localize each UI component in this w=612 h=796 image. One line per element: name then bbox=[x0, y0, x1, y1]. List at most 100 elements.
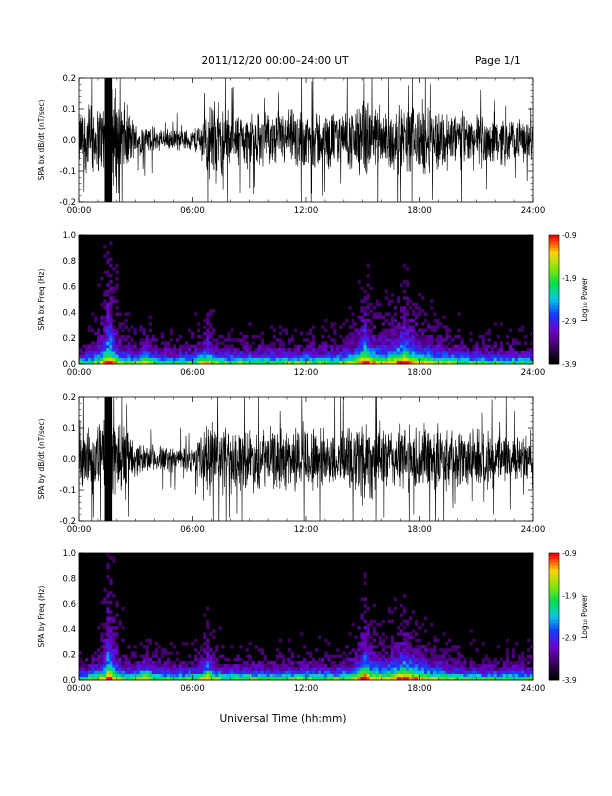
spectrogram-cell bbox=[103, 597, 107, 601]
colorbar-swatch bbox=[549, 597, 559, 602]
spectrogram-cell bbox=[287, 648, 292, 652]
spectrogram-cell bbox=[287, 338, 292, 342]
spectrogram-cell bbox=[363, 289, 367, 294]
spectrogram-cell bbox=[224, 351, 228, 355]
spectrogram-cell bbox=[481, 334, 485, 339]
spectrogram-cell bbox=[112, 635, 116, 640]
spectrogram-cell bbox=[378, 302, 382, 307]
spectrogram-cell bbox=[487, 331, 491, 336]
spectrogram-cell bbox=[369, 341, 373, 345]
spectrogram-cell bbox=[396, 641, 401, 646]
spectrogram-cell bbox=[378, 338, 382, 342]
spectrogram-cell bbox=[375, 315, 379, 320]
spectrogram-cell bbox=[115, 334, 119, 339]
spectrogram-cell bbox=[148, 673, 152, 678]
spectrogram-cell bbox=[345, 318, 349, 323]
spectrogram-cell bbox=[224, 347, 228, 352]
spectrogram-cell bbox=[290, 676, 295, 681]
spectrogram-cell bbox=[100, 635, 104, 640]
spectrogram-cell bbox=[94, 664, 98, 668]
spectrogram-cell bbox=[293, 660, 298, 665]
spectrogram-cell bbox=[405, 673, 410, 678]
spectrogram-cell bbox=[109, 280, 113, 284]
spectrogram-cell bbox=[324, 318, 328, 323]
spectrogram-cell bbox=[209, 654, 213, 659]
spectrogram-cell bbox=[454, 645, 458, 649]
spectrogram-cell bbox=[287, 357, 292, 362]
spectrogram-cell bbox=[402, 667, 407, 671]
spectrogram-cell bbox=[103, 657, 107, 662]
spectrogram-cell bbox=[194, 638, 198, 643]
spectrogram-cell bbox=[287, 664, 292, 668]
spectrogram-cell bbox=[357, 654, 361, 659]
spectrogram-cell bbox=[106, 565, 110, 570]
spectrogram-cell bbox=[390, 654, 395, 659]
spectrogram-cell bbox=[206, 322, 210, 326]
spectrogram-cell bbox=[375, 670, 379, 674]
spectrogram-cell bbox=[357, 354, 361, 358]
x-tick-label: 24:00 bbox=[521, 684, 546, 694]
spectrogram-cell bbox=[430, 325, 434, 329]
spectrogram-cell bbox=[206, 357, 210, 362]
spectrogram-cell bbox=[157, 351, 162, 355]
spectrogram-cell bbox=[421, 322, 425, 326]
spectrogram-cell bbox=[378, 638, 382, 643]
spectrogram-cell bbox=[396, 347, 401, 352]
spectrogram-cell bbox=[387, 302, 392, 307]
spectrogram-cell bbox=[384, 660, 389, 665]
spectrogram-cell bbox=[312, 670, 316, 674]
spectrogram-cell bbox=[430, 347, 434, 352]
spectrogram-cell bbox=[200, 351, 204, 355]
spectrogram-cell bbox=[239, 667, 243, 671]
spectrogram-cell bbox=[475, 351, 479, 355]
spectrogram-cell bbox=[109, 302, 113, 307]
spectrogram-cell bbox=[287, 673, 292, 678]
spectrogram-cell bbox=[284, 360, 289, 365]
spectrogram-cell bbox=[408, 645, 413, 649]
spectrogram-cell bbox=[348, 676, 352, 681]
spectrogram-cell bbox=[293, 357, 298, 362]
spectrogram-cell bbox=[115, 312, 119, 316]
spectrogram-cell bbox=[127, 664, 131, 668]
spectrogram-cell bbox=[260, 651, 264, 655]
spectrogram-cell bbox=[209, 648, 213, 652]
spectrogram-cell bbox=[408, 305, 413, 310]
spectrogram-cell bbox=[502, 351, 507, 355]
spectrogram-cell bbox=[163, 357, 168, 362]
spectrogram-cell bbox=[269, 664, 274, 668]
spectrogram-cell bbox=[278, 331, 283, 336]
saturated-segment bbox=[104, 78, 113, 202]
spectrogram-cell bbox=[402, 357, 407, 362]
spectrogram-cell bbox=[175, 676, 180, 681]
spectrogram-cell bbox=[405, 318, 410, 323]
spectrogram-cell bbox=[206, 664, 210, 668]
spectrogram-cell bbox=[390, 315, 395, 320]
spectrogram-cell bbox=[387, 328, 392, 333]
spectrogram-cell bbox=[206, 654, 210, 659]
spectrogram-cell bbox=[342, 651, 346, 655]
spectrogram-cell bbox=[405, 651, 410, 655]
spectrogram-cell bbox=[463, 660, 467, 665]
spectrogram-cell bbox=[475, 341, 479, 345]
spectrogram-cell bbox=[166, 670, 171, 674]
spectrogram-cell bbox=[414, 347, 419, 352]
spectrogram-cell bbox=[115, 351, 119, 355]
spectrogram-cell bbox=[206, 641, 210, 646]
colorbar-swatch bbox=[549, 360, 559, 365]
spectrogram-cell bbox=[178, 344, 183, 349]
spectrogram-cell bbox=[405, 638, 410, 643]
spectrogram-cell bbox=[396, 670, 401, 674]
spectrogram-cell bbox=[351, 360, 355, 365]
spectrogram-cell bbox=[345, 347, 349, 352]
spectrogram-cell bbox=[478, 334, 482, 339]
spectrogram-cell bbox=[145, 673, 149, 678]
spectrogram-cell bbox=[390, 670, 395, 674]
spectrogram-cell bbox=[351, 676, 355, 681]
spectrogram-cell bbox=[118, 354, 122, 358]
spectrogram-cell bbox=[269, 660, 274, 665]
spectrogram-cell bbox=[175, 347, 180, 352]
spectrogram-cell bbox=[487, 670, 491, 674]
spectrogram-cell bbox=[112, 286, 116, 291]
spectrogram-cell bbox=[166, 357, 171, 362]
colorbar-swatch bbox=[549, 568, 559, 573]
